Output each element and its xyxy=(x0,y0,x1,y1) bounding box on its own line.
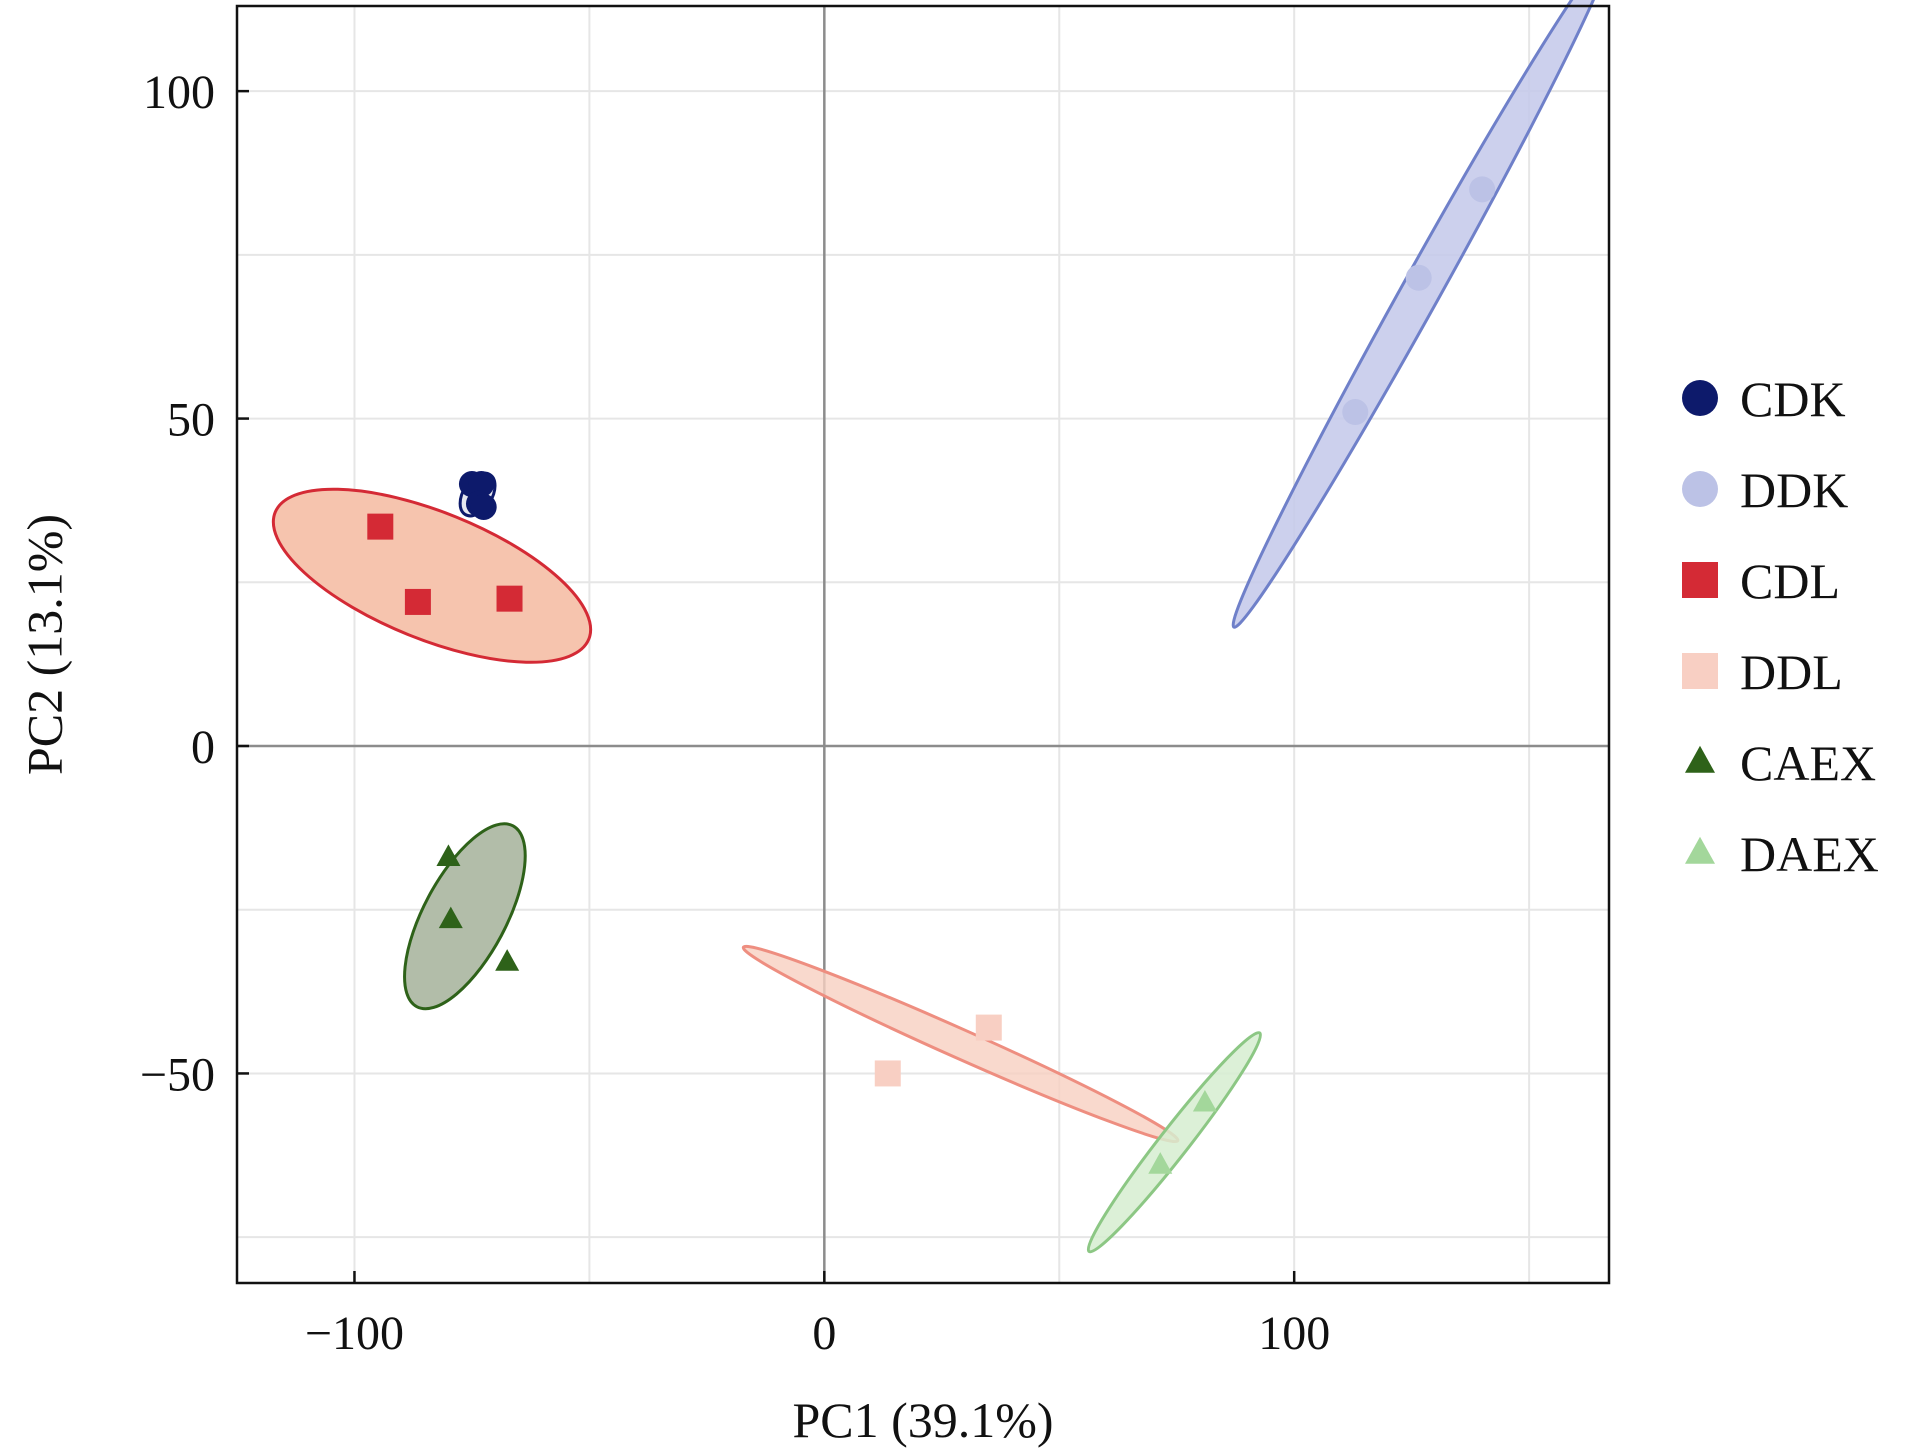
data-point-ddk xyxy=(1342,399,1369,426)
ellipse-caex xyxy=(403,822,527,1011)
data-point-cdk xyxy=(470,493,497,520)
data-point-cdk xyxy=(468,471,495,498)
y-tick-label: −50 xyxy=(140,1048,215,1101)
legend-marker-daex xyxy=(1685,836,1715,864)
data-points xyxy=(367,176,1496,1174)
data-point-daex xyxy=(1192,1089,1217,1112)
data-point-cdl xyxy=(367,513,394,540)
data-point-cdl xyxy=(496,585,523,612)
legend-label-ddk: DDK xyxy=(1740,462,1848,518)
x-tick-label: 100 xyxy=(1258,1307,1330,1360)
ellipse-ddk xyxy=(1231,0,1611,629)
ellipse-ddl xyxy=(741,944,1180,1144)
legend-label-ddl: DDL xyxy=(1740,644,1843,700)
data-point-caex xyxy=(436,844,461,866)
ellipse-cdl xyxy=(271,487,593,664)
x-tick-label: 0 xyxy=(812,1307,836,1360)
plot-frame xyxy=(235,4,1611,1285)
legend-label-cdk: CDK xyxy=(1740,371,1846,427)
y-axis-title: PC2 (13.1%) xyxy=(16,514,72,775)
y-tick-label: 0 xyxy=(191,721,215,774)
legend-marker-ddl xyxy=(1682,653,1718,689)
data-point-cdl xyxy=(404,588,431,615)
data-point-caex xyxy=(438,906,463,929)
legend-marker-ddk xyxy=(1682,471,1718,507)
y-tick-label: 100 xyxy=(143,66,215,119)
legend-marker-cdk xyxy=(1682,380,1718,416)
data-point-ddl xyxy=(975,1014,1002,1041)
x-tick-label: −100 xyxy=(305,1307,404,1360)
data-point-ddk xyxy=(1469,176,1496,203)
data-point-ddl xyxy=(874,1060,901,1087)
y-tick-label: 50 xyxy=(167,394,215,447)
legend-marker-caex xyxy=(1685,745,1715,773)
confidence-ellipses xyxy=(271,0,1611,1254)
legend-label-cdl: CDL xyxy=(1740,553,1840,609)
zero-lines xyxy=(237,6,1609,1283)
x-axis-title: PC1 (39.1%) xyxy=(792,1392,1053,1448)
axis-ticks: −100 0 100 100 50 0 −50 xyxy=(140,66,1330,1360)
legend-label-daex: DAEX xyxy=(1740,826,1879,882)
data-point-daex xyxy=(1148,1152,1173,1174)
ellipse-daex xyxy=(1086,1031,1262,1254)
data-point-caex xyxy=(495,949,520,971)
legend-label-caex: CAEX xyxy=(1740,735,1876,791)
data-point-ddk xyxy=(1405,264,1432,291)
legend: CDK DDK CDL DDL CAEX DAEX xyxy=(1682,371,1879,882)
legend-marker-cdl xyxy=(1682,562,1718,598)
